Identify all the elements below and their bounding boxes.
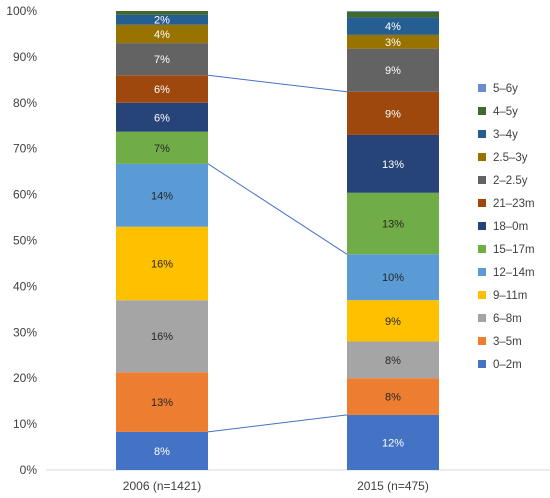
legend-swatch [478,130,486,138]
data-label: 13% [382,219,404,231]
legend-label: 18–0m [493,221,528,233]
bars: 8% 13% 16% 16% 14% 7% 6% 6% 7% 4% 2% 12% 8% 8% 9% 10% 13… [116,11,439,470]
data-label: 9% [385,65,401,77]
y-tick-label: 40% [13,279,37,293]
data-label: 13% [382,159,404,171]
data-label: 16% [151,331,173,343]
legend-label: 9–11m [493,290,527,302]
legend-label: 12–14m [493,267,535,279]
data-label: 7% [154,143,170,155]
data-label: 6% [154,84,170,96]
bar-segment [116,372,208,432]
data-label: 6% [154,112,170,124]
bar-segment [116,11,208,15]
bar-segment [347,11,439,18]
bar-segment [116,131,208,164]
data-label: 13% [151,397,173,409]
bar-segment [347,34,439,49]
x-category-label: 2006 (n=1421) [123,479,201,493]
data-label: 2% [154,15,170,27]
bar-segment [347,17,439,35]
legend-label: 15–17m [493,244,535,256]
y-tick-label: 20% [13,371,37,385]
data-label: 14% [151,190,173,202]
legend: 5–6y 4–5y 3–4y 2.5–3y 2–2.5y 21–23m 18–0m 15–17… [478,83,535,371]
legend-label: 3–4y [493,129,518,141]
data-label: 8% [154,446,170,458]
y-tick-label: 10% [13,417,37,431]
bar-segment [347,300,439,342]
data-label: 9% [385,108,401,120]
bar-segment [116,300,208,373]
legend-swatch [478,84,486,92]
y-tick-label: 90% [13,50,37,64]
data-label: 7% [154,54,170,66]
bar-segment [116,43,208,76]
legend-swatch [478,268,486,276]
legend-label: 5–6y [493,83,518,95]
data-label: 4% [385,21,401,33]
y-axis: 0% 10% 20% 30% 40% 50% 60% 70% 80% 90% 100% [6,4,37,477]
data-label: 8% [385,355,401,367]
x-axis: 2006 (n=1421) 2015 (n=475) [46,469,550,493]
bar-segment [347,11,439,12]
legend-label: 0–2m [493,359,522,371]
x-category-label: 2015 (n=475) [357,479,429,493]
bar-segment [347,341,439,379]
legend-label: 2.5–3y [493,152,528,164]
y-tick-label: 0% [20,463,38,477]
bar-segment [116,102,208,132]
bar-segment [347,192,439,255]
legend-swatch [478,314,486,322]
legend-label: 6–8m [493,313,522,325]
legend-swatch [478,176,486,184]
bar-segment [116,226,208,301]
legend-swatch [478,245,486,253]
legend-label: 4–5y [493,106,518,118]
bar-segment [347,48,439,92]
legend-swatch [478,360,486,368]
legend-swatch [478,153,486,161]
legend-swatch [478,337,486,345]
data-label: 8% [385,392,401,404]
data-label: 16% [151,258,173,270]
data-label: 12% [382,437,404,449]
bar-segment [116,75,208,103]
bar-segment [347,414,439,470]
legend-swatch [478,291,486,299]
y-tick-label: 60% [13,188,37,202]
legend-label: 2–2.5y [493,175,528,187]
bar-segment [116,14,208,25]
connector-line [207,74,348,93]
y-tick-label: 70% [13,142,37,156]
y-tick-label: 80% [13,96,37,110]
legend-swatch [478,199,486,207]
bar-segment [116,431,208,470]
legend-swatch [478,222,486,230]
connector-line [207,414,348,433]
legend-label: 21–23m [493,198,535,210]
data-label: 10% [382,272,404,284]
bar-segment [347,91,439,135]
bar-segment [116,24,208,44]
connector-lines [207,74,348,433]
bar-segment [347,378,439,415]
bar-segment [347,134,439,193]
legend-swatch [478,107,486,115]
y-tick-label: 30% [13,325,37,339]
data-label: 3% [385,37,401,49]
connector-line [207,163,348,255]
data-label: 9% [385,316,401,328]
data-label: 4% [154,29,170,41]
bar-segment [347,254,439,301]
y-tick-label: 50% [13,234,37,248]
y-tick-label: 100% [6,4,37,18]
legend-label: 3–5m [493,336,522,348]
bar-segment [116,163,208,227]
